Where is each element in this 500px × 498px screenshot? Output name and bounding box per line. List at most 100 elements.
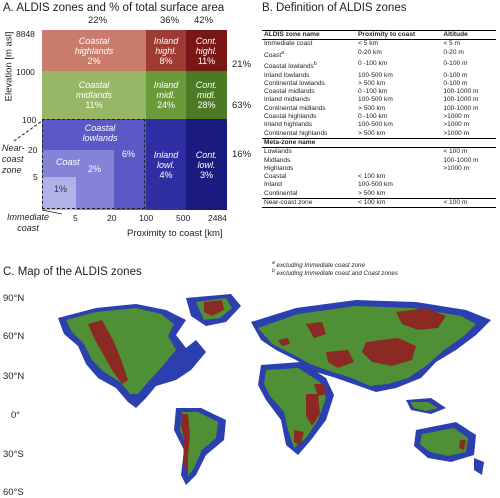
table-row: Lowlands < 100 m [262,148,496,157]
cell-coastal-midlands-pct: 11% [85,100,103,110]
cell-continental-midlands: Cont. midl. 28% [186,71,227,119]
zone-altitude-cell-text: 0-100 m [443,71,468,79]
meta-proximity-cell: 100-500 km [356,181,441,189]
zone-name-cell: Coastal midlands [262,88,356,96]
zone-name-cell-sup: b [313,61,317,68]
meta-proximity-cell [356,165,441,173]
footnote-b-marker: b [272,268,275,274]
zone-altitude-cell: 0-100 m [441,72,496,80]
near-coast-zone-box [42,119,145,209]
cell-coastal-highlands-name: Coastal highlands [74,35,114,56]
meta-proximity-cell-text: > 500 km [358,189,386,197]
zone-definition-table: ALDIS zone name Proximity to coast Altit… [262,30,496,208]
zone-altitude-cell: >1000 m [441,130,496,139]
cell-coastal-midlands-name: Coastal midlands [75,80,113,100]
meta-name-cell-text: Inland [264,181,282,189]
zone-altitude-cell-text: 100-1000 m [443,104,479,112]
zone-altitude-cell-text: 0-100 m [443,60,468,68]
zone-proximity-cell: 0 -100 km [356,88,441,96]
zone-altitude-cell: 100-1000 m [441,88,496,96]
table-row: Inland highlands 100-500 km >1000 m [262,121,496,129]
zone-altitude-cell: 0-20 m [441,49,496,60]
panel-b-title: B. Definition of ALDIS zones [262,2,407,14]
near-coast-name-cell: Near-coast zone [262,199,356,208]
x-axis-label: Proximity to coast [km] [127,228,223,239]
zone-proximity-cell-text: 0-20 km [358,48,382,56]
near-coast-altitude-cell: < 100 m [441,199,496,208]
zone-name-cell-text: Coastal highlands [264,113,317,121]
table-row: Midlands 100-1000 m [262,157,496,165]
zone-altitude-cell: >1000 m [441,121,496,129]
x-tick-2484: 2484 [208,213,227,223]
table-row: Highlands >1000 m [262,165,496,173]
cell-inland-lowlands-pct: 4% [159,169,173,180]
meta-altitude-cell: >1000 m [441,165,496,173]
cell-immediate-coast [42,177,76,210]
meta-name-cell-text: Highlands [264,164,294,172]
zone-altitude-cell: 0-100 m [441,80,496,88]
zone-proximity-cell-text: > 500 km [358,104,386,112]
meta-altitude-cell-text: >1000 m [443,164,470,172]
meta-name-cell: Inland [262,181,356,189]
table-row: Coasta 0-20 km 0-20 m [262,49,496,60]
zone-proximity-cell-text: 0 -100 km [358,113,388,121]
x-tick-100: 100 [139,213,154,223]
meta-name-cell: Highlands [262,165,356,173]
zone-name-cell: Continental lowlands [262,80,356,88]
near-coast-name-cell-text: Near-coast zone [264,199,313,207]
zone-proximity-cell: 0-20 km [356,49,441,60]
zone-altitude-cell-text: < 5 m [443,40,460,48]
lat-label-60n: 60°N [3,331,25,342]
right-percent-highlands: 21% [232,59,252,70]
table-row: Coastal lowlandsb 0 -100 km 0-100 m [262,60,496,71]
panel-c-title: C. Map of the ALDIS zones [3,266,142,278]
zone-name-cell-text: Continental lowlands [264,79,325,87]
meta-name-cell: Lowlands [262,148,356,157]
near-coast-pointer [13,120,63,215]
meta-name-cell: Midlands [262,157,356,165]
meta-altitude-cell [441,190,496,199]
meta-zone-header: Meta-zone name [262,138,496,147]
lat-label-30s: 30°S [3,449,24,460]
table-row: Continental > 500 km [262,190,496,199]
zone-name-cell-text: Inland highlands [264,121,313,129]
near-coast-proximity-cell: < 100 km [356,199,441,208]
zone-name-cell-text: Inland lowlands [264,71,310,79]
table-header-row: ALDIS zone name Proximity to coast Altit… [262,30,496,40]
table-row: Inland lowlands 100-500 km 0-100 m [262,72,496,80]
cell-coastal-highlands-pct: 2% [87,55,101,66]
zone-proximity-cell-text: 100-500 km [358,96,393,104]
y-tick-1000: 1000 [16,67,35,77]
meta-name-cell-text: Coastal [264,173,287,181]
zone-proximity-cell: > 500 km [356,105,441,113]
immediate-coast-label: Immediate coast [6,212,50,233]
meta-zone-header-text: Meta-zone name [264,138,316,146]
cell-coast-name: Coast [56,157,80,167]
cell-inland-midlands-name: Inland midl. [153,80,179,100]
zone-name-cell-text: Coastal lowlands [264,63,314,71]
cell-continental-lowlands: Cont. lowl. 3% [186,119,227,210]
zone-proximity-cell: > 500 km [356,130,441,139]
footnote-a-text: excluding Immediate coast zone [274,262,365,270]
meta-name-cell-text: Midlands [264,156,291,164]
top-percent-inland: 36% [160,15,180,26]
zone-proximity-cell: > 500 km [356,80,441,88]
meta-proximity-cell [356,157,441,165]
zone-proximity-cell: 100-500 km [356,96,441,104]
table-row: Continental highlands > 500 km >1000 m [262,130,496,139]
table-row: Coastal midlands 0 -100 km 100-1000 m [262,88,496,96]
zone-altitude-cell: < 5 m [441,40,496,49]
meta-name-cell: Continental [262,190,356,199]
meta-proximity-cell-text: 100-500 km [358,181,393,189]
zone-proximity-cell-text: 0 -100 km [358,60,388,68]
y-tick-100: 100 [22,115,37,125]
near-coast-proximity-cell-text: < 100 km [358,199,386,207]
zone-altitude-cell-text: >1000 m [443,129,470,137]
cell-coastal-midlands: Coastal midlands 11% [42,71,146,119]
right-percent-lowlands: 16% [232,149,252,160]
table-row: Inland midlands 100-500 km 100-1000 m [262,96,496,104]
near-coast-zone-label: Near-coast zone [2,143,25,175]
footnote-a: a excluding Immediate coast zone [272,259,365,270]
meta-header-row: Meta-zone name [262,138,496,148]
zone-name-cell: Immediate coast [262,40,356,49]
